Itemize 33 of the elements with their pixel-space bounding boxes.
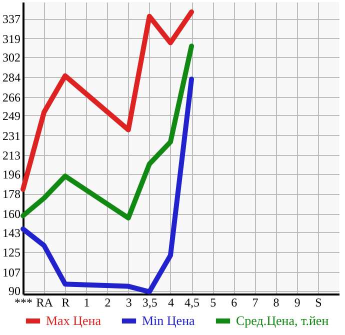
- x-tick-label: 1: [84, 296, 90, 310]
- x-tick-label: 7: [252, 296, 258, 310]
- x-tick-label: 3: [126, 296, 132, 310]
- x-tick-label: S: [315, 296, 322, 310]
- x-tick-label: 4: [168, 296, 174, 310]
- y-tick-label: 302: [2, 50, 20, 65]
- y-tick-label: 178: [2, 187, 20, 202]
- y-tick-label: 266: [2, 90, 20, 104]
- x-tick-label: 5: [210, 296, 216, 310]
- x-tick-label: 6: [231, 296, 238, 310]
- y-tick-label: 90: [8, 284, 20, 298]
- x-tick-label: 8: [273, 296, 280, 310]
- y-tick-label: 319: [2, 32, 20, 46]
- y-tick-label: 231: [2, 128, 20, 143]
- y-tick-label: 143: [2, 226, 20, 240]
- y-tick-label: 213: [2, 148, 20, 163]
- legend-label: Сред.Цена, т.йен: [236, 313, 329, 328]
- x-tick-label: ***: [14, 296, 32, 310]
- y-tick-label: 196: [2, 167, 20, 182]
- x-tick-label: R: [62, 296, 70, 310]
- y-tick-label: 284: [2, 70, 20, 84]
- y-tick-label: 160: [2, 207, 20, 222]
- x-tick-label: 2: [104, 296, 111, 310]
- legend-label: Min Цена: [142, 313, 196, 328]
- y-tick-label: 125: [2, 246, 20, 260]
- x-tick-label: 4,5: [184, 296, 200, 310]
- y-tick-label: 107: [2, 265, 20, 280]
- x-tick-label: RA: [36, 296, 54, 310]
- legend-label: Max Цена: [46, 313, 102, 328]
- x-tick-label: 3,5: [142, 296, 158, 310]
- y-tick-label: 337: [2, 12, 20, 26]
- x-tick-label: 9: [294, 296, 300, 310]
- y-tick-label: 249: [2, 108, 20, 123]
